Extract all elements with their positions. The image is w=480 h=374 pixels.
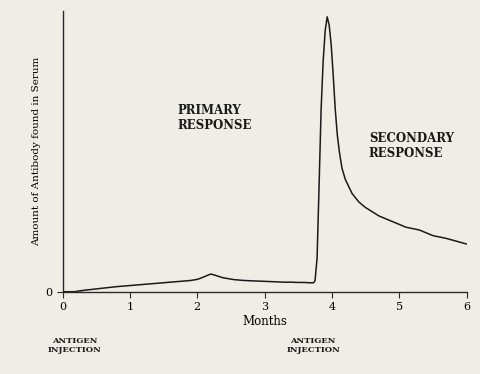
- Text: SECONDARY
RESPONSE: SECONDARY RESPONSE: [368, 132, 453, 160]
- X-axis label: Months: Months: [241, 315, 287, 328]
- Y-axis label: Amount of Antibody found in Serum: Amount of Antibody found in Serum: [32, 57, 41, 246]
- Text: ANTIGEN
INJECTION: ANTIGEN INJECTION: [48, 337, 101, 354]
- Text: ANTIGEN
INJECTION: ANTIGEN INJECTION: [286, 337, 339, 354]
- Text: PRIMARY
RESPONSE: PRIMARY RESPONSE: [177, 104, 251, 132]
